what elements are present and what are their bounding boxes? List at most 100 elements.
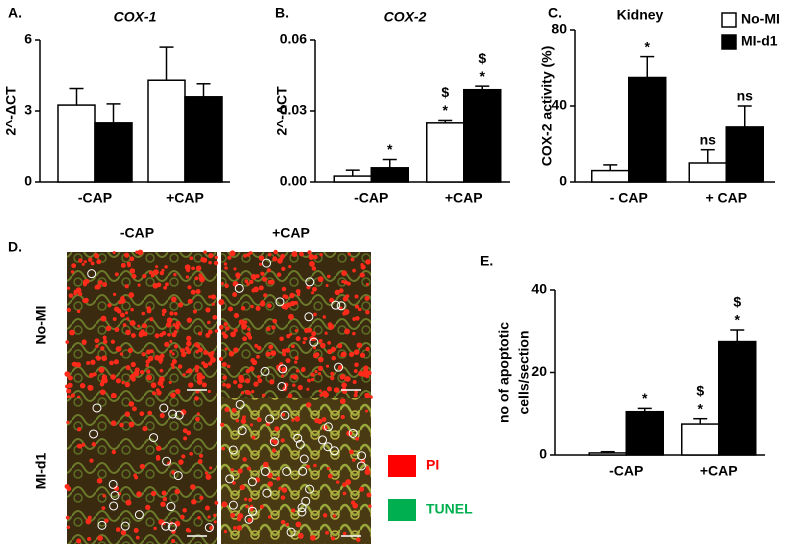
stain-dot (198, 276, 204, 281)
panel-label: E. (480, 253, 493, 269)
error-bar (700, 148, 715, 163)
stain-dot (256, 375, 261, 379)
bar (463, 88, 502, 183)
stain-dot (240, 391, 245, 395)
stain-dot (281, 412, 286, 417)
stain-dot (146, 369, 151, 374)
stain-dot (196, 266, 201, 271)
stain-dot (291, 251, 298, 257)
stain-dot (161, 385, 165, 389)
stain-dot (197, 347, 204, 353)
stain-dot (362, 372, 368, 378)
panel-label: D. (8, 239, 22, 255)
stain-dot (115, 378, 121, 384)
stain-dot (67, 375, 73, 381)
stain-dot (233, 328, 238, 333)
apoptotic-marker (110, 490, 120, 500)
stain-dot (186, 349, 192, 355)
stain-dot (208, 295, 212, 299)
stain-dot (248, 497, 253, 502)
stain-dot (174, 324, 180, 330)
stain-dot (295, 369, 300, 373)
stain-dot (66, 307, 71, 313)
stain-dot (122, 323, 127, 327)
chart-title: COX-2 (384, 9, 427, 25)
significance-label: * (698, 400, 704, 416)
stain-dot (269, 379, 275, 385)
apoptotic-marker (318, 435, 328, 445)
stain-dot (90, 359, 96, 365)
stain-dot (341, 382, 347, 388)
stain-dot (172, 323, 176, 327)
stain-dot (338, 288, 344, 294)
stain-dot (89, 458, 94, 463)
stain-dot (330, 346, 336, 352)
stain-dot (171, 296, 177, 303)
stain-dot (119, 352, 124, 356)
stain-dot (78, 291, 83, 297)
stain-dot (153, 526, 157, 531)
stain-dot (150, 273, 155, 278)
stain-dot (293, 300, 298, 305)
stain-dot (149, 349, 154, 354)
stain-dot (305, 402, 312, 408)
stain-dot (112, 251, 116, 255)
stain-dot (154, 333, 160, 339)
stain-dot (365, 466, 370, 470)
apoptotic-marker (348, 428, 358, 438)
stain-dot (156, 282, 162, 288)
stain-dot (186, 340, 192, 347)
stain-dot (322, 513, 328, 518)
micrograph (218, 249, 373, 399)
stain-dot (178, 459, 184, 465)
bar (681, 423, 720, 456)
stain-dot (352, 317, 357, 321)
stain-dot (177, 364, 183, 369)
stain-dot (94, 338, 100, 344)
stain-dot (332, 514, 337, 518)
stain-dot (101, 506, 106, 511)
stain-dot (337, 365, 343, 371)
y-tick-label: 6 (24, 31, 32, 47)
stain-dot (225, 326, 230, 331)
stain-dot (322, 315, 327, 319)
chart-title: Kidney (617, 7, 664, 23)
stain-dot (182, 373, 186, 377)
stain-dot (113, 485, 120, 492)
stain-dot (257, 378, 263, 384)
apoptotic-marker (265, 414, 275, 424)
stain-dot (119, 422, 124, 428)
stain-dot (87, 536, 92, 542)
stain-dot (66, 286, 71, 290)
stain-dot (281, 266, 286, 272)
significance-label: $ (441, 84, 449, 100)
stain-dot (194, 364, 200, 371)
stain-dot (294, 360, 298, 364)
stain-dot (294, 356, 299, 361)
stain-dot (342, 491, 347, 496)
stain-dot (142, 274, 147, 279)
apoptotic-marker (357, 451, 367, 461)
stain-dot (225, 383, 231, 389)
apoptotic-marker (120, 521, 130, 531)
stain-dot (218, 299, 224, 305)
stain-dot (312, 346, 316, 350)
stain-dot (281, 286, 287, 292)
stain-dot (168, 380, 172, 384)
stain-dot (235, 272, 241, 278)
stain-dot (248, 335, 253, 340)
stain-dot (325, 530, 329, 535)
apoptotic-marker (168, 409, 178, 419)
stain-dot (365, 346, 370, 352)
stain-dot (169, 311, 174, 316)
bar (718, 340, 757, 456)
bar (147, 79, 186, 183)
stain-dot (350, 500, 356, 505)
apoptotic-marker (109, 501, 119, 511)
stain-dot (81, 339, 87, 345)
stain-dot (129, 256, 135, 262)
stain-dot (127, 347, 134, 354)
stain-dot (257, 345, 262, 351)
stain-dot (281, 348, 287, 354)
stain-dot (139, 411, 145, 417)
